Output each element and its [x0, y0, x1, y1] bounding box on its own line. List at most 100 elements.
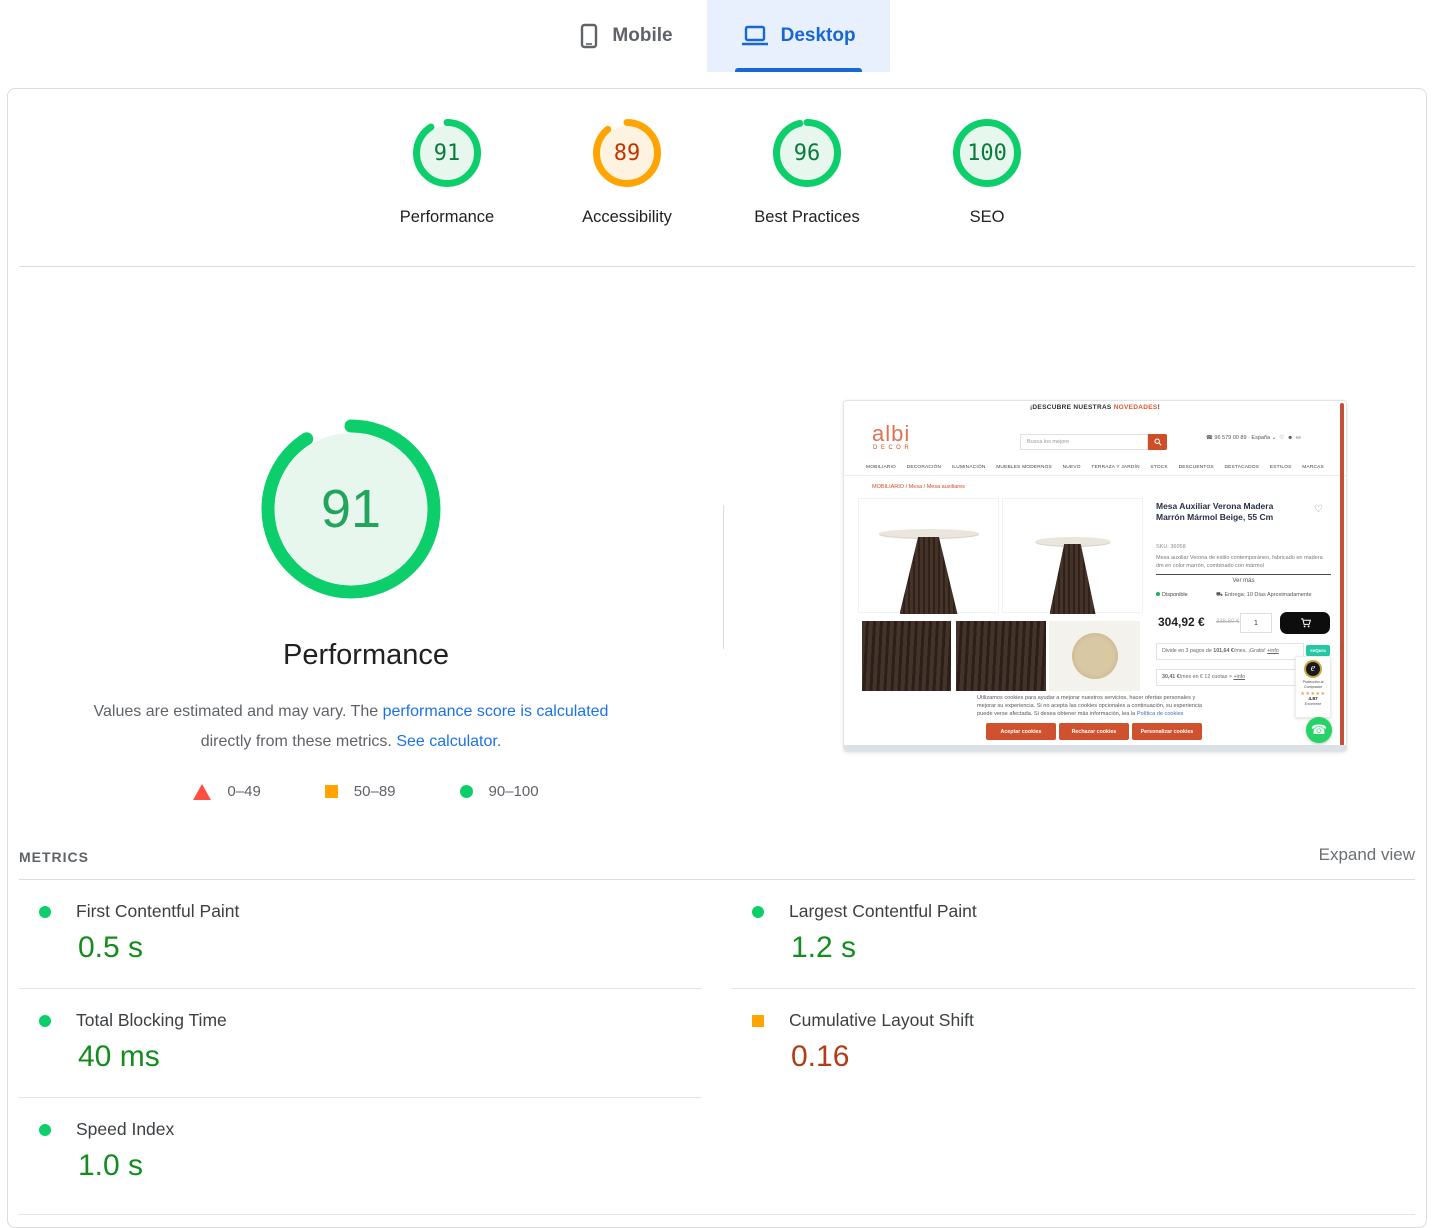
shot-ver-mas: Ver más: [1232, 578, 1255, 584]
gauge-ring: 89: [587, 113, 667, 193]
whatsapp-icon: ☎: [1306, 717, 1332, 743]
shot-trust-badge: e Protección al Comprador ★★★★★ 4.87 Exc…: [1295, 656, 1331, 718]
tab-desktop[interactable]: Desktop: [706, 0, 890, 72]
shot-add-to-cart-button: [1280, 612, 1330, 634]
gauge-score: 91: [433, 140, 461, 166]
shot-nav-item: STOCK: [1150, 464, 1168, 470]
shot-search-button: [1148, 434, 1167, 450]
shot-availability: Disponible: [1156, 592, 1188, 598]
metric-row-cumulative-layout-shift: Cumulative Layout Shift 0.16: [732, 989, 1415, 1098]
table-top: [1034, 537, 1111, 546]
divider: [723, 505, 724, 649]
available-dot: [1156, 592, 1160, 596]
divider: [1156, 574, 1331, 575]
shot-cookie-buttons: Aceptar cookies Rechazar cookies Personali…: [986, 723, 1202, 740]
shot-logo-sub: DECOR: [873, 445, 913, 451]
shot-detail-thumb-3: [1049, 621, 1140, 691]
divider: [19, 266, 1415, 267]
metric-pass-circle-icon: [39, 905, 51, 918]
metric-label: Speed Index: [76, 1119, 175, 1139]
shot-nav-item: MARCAS: [1302, 464, 1324, 470]
shot-nav-item: DECORACIÓN: [906, 464, 942, 470]
legend-item: 0–49: [193, 783, 261, 800]
legend-label: 50–89: [353, 783, 396, 800]
report-container: 91 Performance 89 Accessibility 96 Best …: [7, 88, 1427, 1228]
shot-breadcrumb: MOBILIARIO / Mesa / Mesa auxiliares: [872, 484, 965, 490]
trust-label: Protección al Comprador: [1302, 680, 1324, 689]
shot-promo-banner: ¡DESCUBRE NUESTRAS NOVEDADES!: [1029, 404, 1161, 411]
legend-item: 90–100: [459, 783, 539, 800]
legend-triangle-icon: [193, 783, 212, 800]
metric-value: 1.2 s: [791, 931, 857, 964]
cart-icon: [1300, 618, 1311, 628]
gauge-seo[interactable]: 100 SEO: [897, 113, 1077, 227]
legend-label: 0–49: [227, 783, 261, 800]
performance-description: Values are estimated and may vary. The p…: [41, 697, 661, 757]
desc-text: Values are estimated and may vary. The: [93, 703, 383, 720]
metrics-heading: METRICS: [19, 849, 89, 865]
desktop-laptop-icon: [741, 25, 768, 46]
shot-nav-item: ILUMINACIÓN: [951, 464, 986, 470]
metric-value: 0.5 s: [78, 931, 144, 964]
gauge-performance[interactable]: 91 Performance: [357, 113, 537, 227]
metric-row-largest-contentful-paint: Largest Contentful Paint 1.2 s: [732, 880, 1415, 989]
metrics-header: METRICS Expand view: [19, 833, 1415, 865]
shot-cookie-text: Utilizamos cookies para ayudar a mejorar…: [977, 695, 1203, 718]
shot-old-price: 338,80 €: [1216, 619, 1240, 625]
performance-gauge-ring: [261, 419, 441, 599]
shot-detail-thumb-1: [862, 621, 951, 691]
gauge-best-practices[interactable]: 96 Best Practices: [717, 113, 897, 227]
shot-nav-item: TERRAZA Y JARDÍN: [1091, 464, 1140, 470]
desc-text: directly from these metrics.: [200, 733, 397, 750]
shot-nav-item: DESTACADOS: [1224, 464, 1260, 470]
tab-mobile[interactable]: Mobile: [544, 0, 706, 72]
shot-nav-item: ESTILOS: [1269, 464, 1292, 470]
divider: [19, 1214, 1415, 1215]
performance-score: 91: [320, 479, 382, 539]
shot-bottom-strip: [844, 745, 1346, 751]
metric-pass-circle-icon: [39, 1014, 51, 1027]
legend-circle-icon: [459, 785, 473, 798]
performance-gauge: 91: [259, 417, 443, 601]
metric-head: First Contentful Paint: [39, 901, 702, 922]
page-screenshot-thumbnail[interactable]: ¡DESCUBRE NUESTRAS NOVEDADES! albi DECOR…: [844, 401, 1346, 751]
performance-title: Performance: [282, 639, 449, 671]
legend-label: 90–100: [488, 783, 539, 800]
tab-desktop-label: Desktop: [780, 25, 856, 46]
device-tabbar: Mobile Desktop: [0, 0, 1434, 72]
shot-quantity-input: 1: [1240, 613, 1272, 633]
expand-view-link[interactable]: Expand view: [1318, 845, 1415, 864]
shot-logo: albi: [872, 421, 911, 446]
shot-product-image-1: [858, 498, 999, 614]
table-base: [899, 537, 958, 614]
gauge-accessibility[interactable]: 89 Accessibility: [537, 113, 717, 227]
see-calculator-link[interactable]: See calculator.: [396, 733, 502, 750]
gauge-score: 100: [967, 140, 1007, 166]
legend-item: 50–89: [324, 783, 396, 800]
metric-label: Largest Contentful Paint: [789, 901, 977, 921]
table-top: [878, 529, 979, 538]
metric-value: 0.16: [791, 1040, 850, 1073]
shot-cookie-button: Rechazar cookies: [1059, 723, 1129, 740]
shot-product-title: Mesa Auxiliar Verona Madera Marrón Mármo…: [1156, 501, 1274, 522]
performance-score-link[interactable]: performance score is calculated: [382, 703, 609, 720]
score-scale-legend: 0–49 50–89 90–100: [8, 783, 724, 800]
metric-head: Cumulative Layout Shift: [752, 1010, 1415, 1031]
metric-average-square-icon: [752, 1014, 764, 1027]
shot-delivery: ⛟ Entrega: 10 Días Aproximadamente: [1216, 592, 1312, 598]
shot-product-description: Mesa auxiliar Verona de estilo contempor…: [1156, 555, 1323, 569]
gauge-ring: 91: [407, 113, 487, 193]
metric-label: Cumulative Layout Shift: [789, 1010, 974, 1030]
trust-rating: Excelente: [1304, 702, 1322, 706]
divider: [19, 879, 1415, 880]
gauge-ring: 96: [767, 113, 847, 193]
metric-row-total-blocking-time: Total Blocking Time 40 ms: [19, 989, 702, 1098]
shot-header-utilities: ☎ 96 579 00 89 · España ⌄ ♡ ☻ ⛀: [1206, 435, 1301, 441]
shot-sequra-badge: seQura: [1306, 645, 1330, 656]
shot-price: 304,92 €: [1158, 615, 1205, 629]
shot-financing-1: Divide en 3 pagos de 101,64 €/mes. ¡Grat…: [1156, 643, 1304, 660]
metric-row-speed-index: Speed Index 1.0 s: [19, 1098, 702, 1207]
shot-cookie-button: Aceptar cookies: [986, 723, 1056, 740]
metric-head: Speed Index: [39, 1119, 702, 1140]
shot-product-sku: SKU: 36058: [1156, 544, 1186, 550]
